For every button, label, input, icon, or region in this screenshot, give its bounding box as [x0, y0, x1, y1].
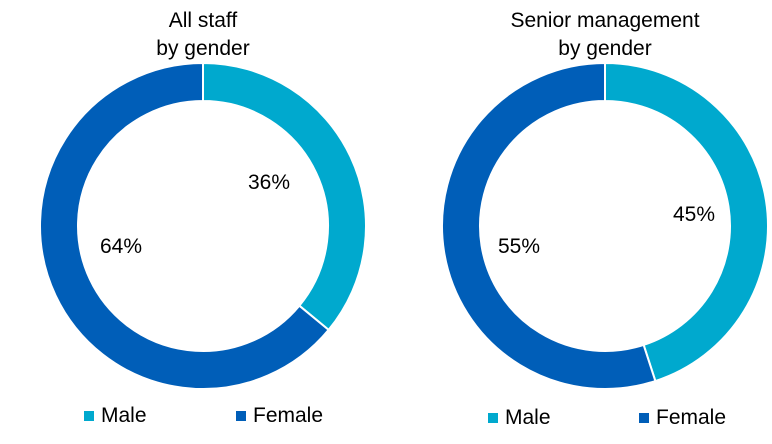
chart-1-slice-male: [202, 61, 367, 332]
legend-label-male: Male: [505, 406, 551, 429]
donut-chart-2: Senior management by gender 45% 55% Male Fema…: [441, 9, 769, 429]
chart-2-label-male: 45%: [673, 203, 715, 226]
legend-swatch-female: [639, 413, 649, 423]
chart-1-legend: Male Female: [84, 404, 323, 427]
chart-1-title-line-2: by gender: [156, 37, 249, 60]
donut-chart-1: All staff by gender 36% 64% Male Female: [39, 9, 367, 427]
legend-label-male: Male: [101, 404, 147, 427]
legend-label-female: Female: [656, 406, 726, 429]
chart-2-title-line-1: Senior management: [510, 9, 699, 32]
chart-1-title-line-1: All staff: [169, 9, 238, 32]
chart-1-label-male: 36%: [248, 171, 290, 194]
legend-swatch-female: [236, 411, 246, 421]
chart-2-legend: Male Female: [488, 406, 726, 429]
chart-2-slice-female: [441, 61, 657, 390]
legend-swatch-male: [84, 411, 94, 421]
legend-label-female: Female: [253, 404, 323, 427]
chart-2-label-female: 55%: [498, 235, 540, 258]
chart-2-title-line-2: by gender: [558, 37, 651, 60]
chart-2-slice-male: [604, 61, 769, 383]
chart-1-label-female: 64%: [100, 235, 142, 258]
chart-1-slice-female: [39, 61, 331, 390]
legend-swatch-male: [488, 413, 498, 423]
